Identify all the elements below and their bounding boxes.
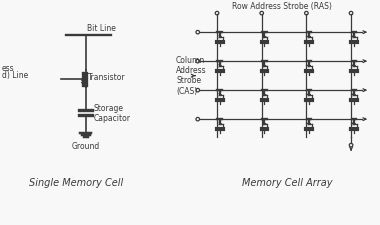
Text: Bit Line: Bit Line (87, 24, 116, 33)
Text: Column
Address
Strobe
(CAS): Column Address Strobe (CAS) (176, 56, 207, 96)
Text: ess: ess (2, 64, 14, 73)
Text: d) Line: d) Line (2, 71, 28, 80)
Text: Storage
Capacitor: Storage Capacitor (93, 104, 130, 123)
Text: Transistor: Transistor (88, 73, 126, 82)
Text: Ground: Ground (72, 142, 100, 151)
Text: Memory Cell Array: Memory Cell Array (242, 178, 332, 188)
Text: Row Address Strobe (RAS): Row Address Strobe (RAS) (232, 2, 332, 11)
Text: Single Memory Cell: Single Memory Cell (29, 178, 123, 188)
